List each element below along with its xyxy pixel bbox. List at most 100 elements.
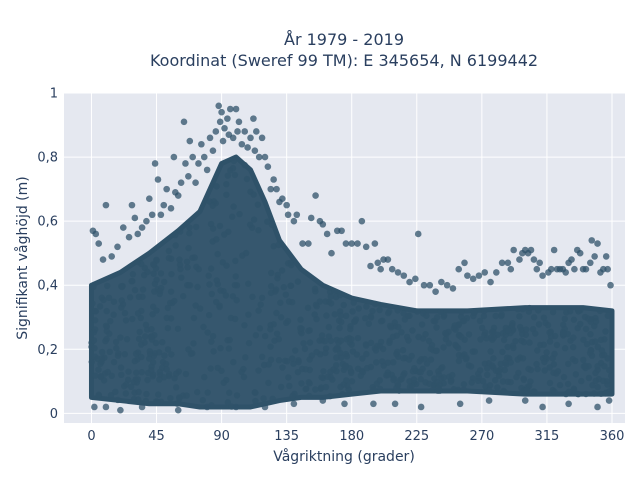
data-point [164, 324, 172, 332]
data-point [534, 347, 541, 354]
data-point [597, 336, 605, 344]
data-point [551, 350, 558, 358]
data-point [440, 374, 448, 381]
data-point [198, 140, 205, 148]
data-point [238, 368, 245, 376]
data-point [282, 291, 290, 298]
data-point [513, 373, 520, 381]
data-point [121, 383, 128, 390]
y-tick-label: 0,4 [37, 279, 58, 294]
data-point [232, 273, 239, 280]
x-axis-label: Vågriktning (grader) [273, 448, 415, 465]
data-point [367, 313, 375, 320]
data-point [286, 382, 293, 390]
data-point [594, 383, 601, 391]
data-point [230, 358, 237, 366]
data-point [133, 369, 140, 376]
data-point [117, 334, 124, 341]
data-point [586, 259, 594, 267]
data-point [337, 383, 344, 391]
data-point [376, 306, 383, 314]
data-point [391, 319, 398, 326]
data-point [372, 347, 380, 354]
data-point [469, 275, 477, 283]
data-point [95, 366, 102, 373]
data-point [539, 272, 546, 279]
data-point [572, 371, 580, 378]
data-point [481, 269, 489, 276]
data-point [592, 318, 600, 325]
data-point [250, 115, 257, 122]
data-point [287, 282, 294, 289]
data-point [467, 363, 475, 370]
data-point [297, 324, 304, 332]
data-point [192, 179, 199, 187]
data-point [255, 307, 262, 314]
data-point [523, 386, 530, 394]
data-point [153, 307, 160, 314]
data-point [530, 388, 537, 395]
data-point [342, 240, 350, 247]
data-point [156, 290, 163, 298]
data-point [426, 369, 433, 377]
data-point [355, 305, 362, 312]
data-point [230, 157, 238, 165]
data-point [425, 337, 433, 345]
data-point [406, 278, 413, 286]
data-point [498, 311, 505, 318]
data-point [135, 293, 143, 301]
data-point [494, 384, 501, 391]
data-point [267, 326, 274, 333]
data-point [190, 314, 198, 322]
data-point [171, 297, 178, 305]
data-point [255, 153, 263, 161]
data-point [430, 317, 437, 325]
data-point [594, 240, 601, 247]
data-point [420, 281, 428, 289]
data-point [371, 300, 379, 308]
data-point [283, 201, 290, 209]
data-point [290, 360, 297, 367]
data-point [391, 400, 399, 408]
data-point [277, 299, 284, 306]
data-point [394, 348, 401, 355]
data-point [551, 388, 558, 395]
data-point [541, 358, 548, 366]
data-point [373, 359, 380, 366]
data-point [328, 249, 335, 257]
data-point [106, 330, 113, 337]
data-point [488, 362, 496, 369]
data-point [260, 361, 268, 369]
data-point [177, 265, 184, 273]
data-point [490, 355, 497, 362]
data-point [260, 395, 267, 402]
data-point [533, 360, 540, 368]
data-point [252, 397, 259, 405]
data-point [165, 247, 173, 255]
data-point [121, 351, 129, 358]
data-point [500, 336, 508, 344]
data-point [117, 406, 124, 414]
data-point [195, 266, 202, 273]
data-point [435, 368, 442, 375]
data-point [216, 222, 224, 230]
data-point [122, 317, 130, 324]
data-point [367, 339, 375, 347]
data-point [336, 324, 343, 332]
data-point [209, 332, 217, 340]
data-point [564, 380, 572, 388]
data-point [135, 388, 142, 396]
data-point [343, 353, 351, 360]
data-point [241, 161, 248, 169]
data-point [236, 210, 243, 218]
data-point [376, 377, 383, 384]
dense-point-band [88, 154, 615, 410]
data-point [91, 344, 98, 352]
data-point [121, 309, 129, 317]
data-point [458, 308, 465, 316]
data-point [138, 224, 146, 231]
data-point [151, 280, 159, 288]
data-point [118, 304, 125, 311]
data-point [146, 348, 153, 355]
dense-point-cloud [88, 154, 615, 410]
